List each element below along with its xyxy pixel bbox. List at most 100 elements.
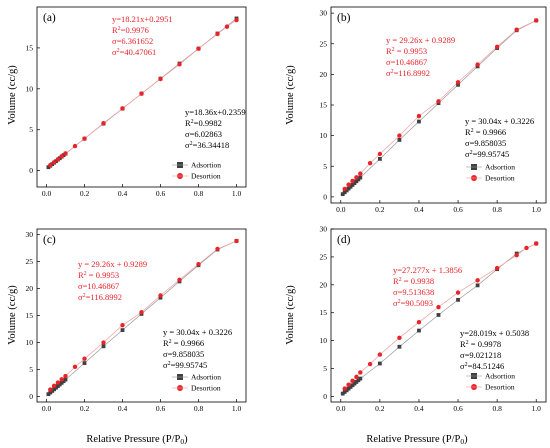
y-tick-label: 30: [26, 230, 34, 239]
y-tick-label: 30: [320, 225, 328, 234]
y-tick-label: 5: [323, 162, 327, 171]
desorption-point: [177, 62, 182, 67]
desorption-fit-line: y=18.21x+0.2951: [112, 14, 173, 24]
x-tick-label: 0.0: [336, 404, 346, 413]
desorption-point: [350, 378, 355, 383]
adsorption-point: [342, 390, 347, 394]
legend-adsorption-label: Adsortion: [485, 372, 515, 381]
plot-frame: [36, 6, 247, 188]
plot-frame: [330, 228, 547, 403]
adsorption-point: [346, 386, 351, 391]
panel-label: (a): [43, 12, 56, 24]
adsorption-point: [340, 192, 345, 197]
desorption-fit-line: y=27.277x + 1.3856: [393, 265, 462, 275]
ylabel-top: Volume (cc/g): [7, 65, 18, 125]
panel-0: 0.0 0.2 0.4 0.6 0.8 1.0 0 5 10 15 (a) y=18.21x+0.29…: [26, 6, 247, 198]
desorption-point: [367, 160, 373, 166]
adsorption-fit-line: R2 = 0.9966: [465, 127, 506, 137]
x-tick-label: 0.8: [194, 189, 204, 198]
desorption-point: [377, 151, 383, 157]
panel-3: 0.0 0.2 0.4 0.6 0.8 1.0 0 5 10 15 20 25 30 (d) y=27.27…: [320, 225, 547, 413]
x-tick-label: 0.4: [118, 189, 128, 198]
desorption-point: [59, 377, 64, 382]
x-tick-label: 1.0: [232, 189, 242, 198]
xlabel-right-close: ): [464, 434, 468, 445]
adsorption-point: [354, 179, 359, 184]
desorption-point: [358, 370, 363, 375]
desorption-fit-line: R2 = 0.9953: [386, 46, 427, 56]
series-line-circle: [344, 243, 537, 389]
adsorption-point: [348, 385, 353, 389]
desorption-point: [234, 238, 239, 244]
adsorption-fit-line: σ2=84.51246: [460, 361, 504, 371]
adsorption-point: [417, 328, 421, 333]
y-tick-label: 5: [29, 125, 33, 134]
desorption-fit-line: σ2=40.47061: [112, 47, 156, 57]
adsorption-point: [456, 82, 460, 87]
desorption-point: [51, 160, 57, 165]
xlabel-right-main: Relative Pressure (P/P: [366, 434, 460, 445]
desorption-fit-line: R2=0.9976: [112, 25, 149, 35]
x-tick-label: 0.0: [42, 189, 52, 198]
desorption-point: [101, 120, 106, 126]
desorption-point: [234, 17, 239, 23]
adsorption-fit-line: y = 30.04x + 0.3226: [465, 116, 534, 126]
desorption-point: [59, 154, 64, 159]
desorption-fit-line: R2 = 0.9953: [78, 270, 119, 280]
y-tick-label: 10: [26, 338, 34, 347]
adsorption-fit-line: σ=9.858035: [465, 138, 506, 148]
adsorption-point: [59, 380, 64, 385]
ylabel-bottom: Volume (cc/g): [7, 285, 18, 345]
x-tick-label: 0.8: [492, 205, 502, 214]
y-tick-label: 30: [320, 9, 328, 18]
adsorption-point: [358, 175, 363, 180]
desorption-point: [514, 27, 519, 32]
desorption-point: [367, 361, 373, 367]
desorption-point: [55, 380, 61, 385]
adsorption-fit-line: σ=6.02863: [185, 129, 222, 139]
desorption-point: [196, 46, 201, 51]
x-tick-label: 1.0: [232, 404, 242, 413]
y-tick-label: 10: [320, 131, 328, 140]
desorption-point: [354, 175, 359, 180]
adsorption-point: [352, 181, 357, 185]
desorption-point: [158, 76, 163, 82]
desorption-point: [48, 163, 53, 168]
y-tick-label: 20: [320, 280, 328, 289]
x-tick-label: 0.6: [453, 404, 463, 413]
x-tick-label: 0.0: [42, 404, 52, 413]
desorption-point: [82, 136, 87, 141]
adsorption-point: [358, 376, 363, 381]
adsorption-fit-line: y=18.36x+0.2359: [185, 107, 246, 117]
adsorption-point: [377, 157, 382, 161]
desorption-point: [377, 352, 383, 357]
desorption-point: [101, 340, 106, 345]
adsorption-point: [346, 186, 351, 191]
desorption-point: [55, 157, 61, 162]
desorption-point: [436, 99, 441, 104]
ylabel-bottom-right: Volume (cc/g): [285, 285, 296, 345]
desorption-point: [475, 62, 480, 67]
x-tick-label: 0.6: [453, 205, 463, 214]
legend-desorption-label: Desortion: [191, 172, 221, 181]
adsorption-fit-line: σ2=99.95745: [465, 149, 509, 159]
desorption-point: [346, 182, 351, 187]
adsorption-point: [456, 297, 460, 302]
xlabel-left-main: Relative Pressure (P/P: [86, 434, 180, 445]
ylabel-top-right: Volume (cc/g): [285, 65, 296, 125]
desorption-point: [48, 387, 53, 392]
y-tick-label: 20: [26, 284, 34, 293]
adsorption-point: [436, 313, 441, 317]
adsorption-point: [397, 344, 402, 349]
adsorption-point: [417, 119, 421, 124]
y-tick-label: 10: [26, 84, 34, 93]
legend-desorption-label: Desortion: [191, 384, 221, 393]
adsorption-fit-line: R2=0.9982: [185, 118, 222, 128]
y-tick-label: 25: [320, 252, 328, 261]
desorption-point: [120, 106, 125, 111]
desorption-point: [494, 44, 500, 50]
adsorption-point: [352, 381, 357, 386]
desorption-point: [63, 373, 68, 379]
legend-adsorption-label: Adsortion: [485, 163, 515, 172]
